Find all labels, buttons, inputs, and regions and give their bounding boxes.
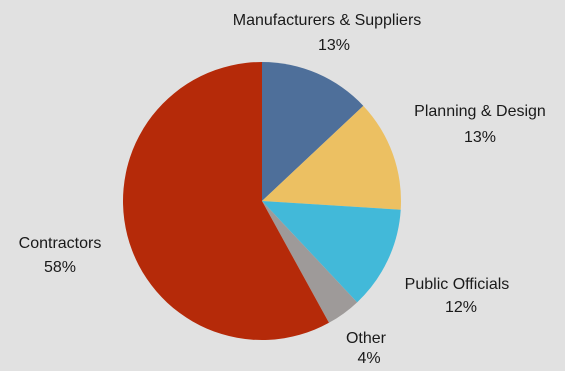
slice-percent-public-officials: 12%: [445, 299, 477, 316]
pie-slice-public-officials: [262, 201, 401, 303]
slice-percent-contractors: 58%: [44, 259, 76, 276]
pie-slices: [123, 62, 401, 340]
slice-percent-manufacturers: 13%: [318, 37, 350, 54]
slice-percent-planning: 13%: [464, 129, 496, 146]
pie-slice-manufacturers: [262, 62, 364, 201]
slice-label-manufacturers: Manufacturers & Suppliers: [233, 12, 422, 29]
slice-label-contractors: Contractors: [19, 235, 102, 252]
slice-label-other: Other: [346, 330, 387, 347]
pie-slice-contractors: [123, 62, 329, 340]
slice-label-planning: Planning & Design: [414, 103, 546, 120]
slice-label-public-officials: Public Officials: [405, 276, 510, 293]
pie-slice-other: [262, 201, 358, 323]
pie-slice-planning: [262, 105, 401, 210]
slice-labels: Manufacturers & Suppliers 13% Planning &…: [19, 12, 546, 367]
slice-percent-other: 4%: [357, 350, 380, 366]
